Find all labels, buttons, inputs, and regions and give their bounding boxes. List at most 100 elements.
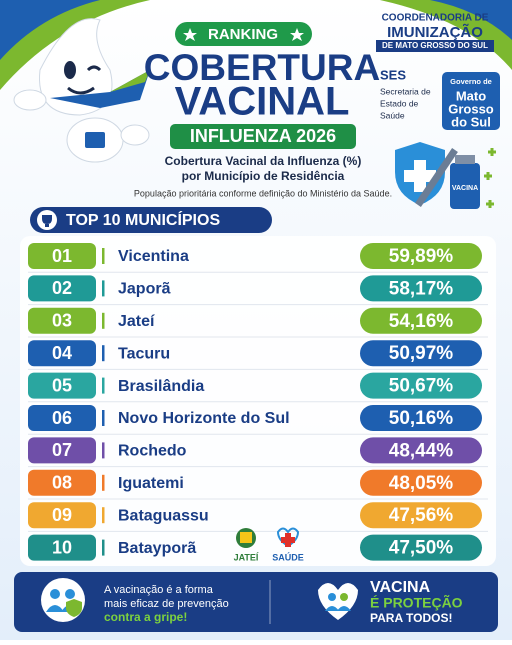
municipality: Iguatemi [118, 475, 184, 492]
rank: 01 [52, 246, 72, 266]
municipality: Brasilândia [118, 378, 204, 395]
gov-text: Grosso [448, 101, 494, 116]
vaccine-icons [395, 142, 496, 209]
row-accent [102, 507, 105, 524]
rank: 03 [52, 311, 72, 331]
heart-icon [318, 583, 358, 620]
rank-pill [28, 437, 96, 464]
footer-text: É PROTEÇÃO [370, 594, 463, 611]
coverage: 50,67% [389, 376, 454, 397]
coord-text: DE MATO GROSSO DO SUL [382, 41, 488, 50]
coord-text: IMUNIZAÇÃO [387, 23, 483, 41]
rank-pill [28, 372, 96, 399]
rank: 06 [52, 408, 72, 428]
rank-pill [28, 534, 96, 561]
ses-text: Estado de [380, 98, 419, 108]
gov-text: do Sul [451, 114, 491, 129]
value-pill [360, 405, 482, 431]
coverage: 48,44% [389, 440, 454, 461]
footer-text: mais eficaz de prevenção [104, 598, 229, 610]
footer-text: contra a gripe! [104, 610, 187, 624]
rank: 08 [52, 473, 72, 493]
municipality: Tacuru [118, 345, 170, 362]
row-accent [102, 410, 105, 426]
footer-text: PARA TODOS! [370, 611, 452, 625]
ranking-badge [175, 22, 312, 46]
saude-logo: SAÚDE [272, 551, 304, 562]
row-accent [102, 280, 105, 297]
row-accent [102, 442, 105, 459]
value-pill [360, 372, 482, 399]
coverage: 54,16% [389, 311, 454, 332]
municipality: Jateí [118, 313, 155, 330]
value-pill [360, 469, 482, 496]
note: População prioritária conforme definição… [134, 188, 392, 198]
rank-pill [28, 275, 96, 302]
corner-swoosh [0, 0, 100, 60]
coverage: 48,05% [389, 473, 454, 494]
corner-swoosh [380, 0, 512, 70]
value-pill [360, 275, 482, 302]
coverage: 59,89% [389, 246, 454, 267]
row-accent [102, 345, 105, 362]
gov-box [442, 72, 500, 130]
description: Cobertura Vacinal da Influenza (%) [165, 154, 362, 168]
badge-text: RANKING [208, 26, 278, 43]
people-shield-icon [41, 578, 85, 622]
value-pill [360, 243, 482, 269]
ses-text: Saúde [380, 110, 405, 120]
row-accent [102, 377, 105, 394]
coord-text: COORDENADORIA DE [382, 13, 489, 24]
coverage: 50,97% [389, 343, 454, 364]
rank: 10 [52, 537, 72, 557]
gov-text: Mato [456, 88, 486, 103]
rank: 09 [52, 505, 72, 525]
title: VACINAL [175, 80, 350, 124]
row-accent [102, 474, 105, 491]
coord-bar [376, 40, 494, 52]
table-title-badge [30, 207, 272, 233]
rank: 04 [52, 343, 72, 363]
rank-pill [28, 340, 96, 367]
partner-logos [236, 527, 300, 548]
municipality: Rochedo [118, 443, 187, 460]
rank-pill [28, 307, 96, 334]
municipality: Novo Horizonte do Sul [118, 410, 290, 427]
table-title: TOP 10 MUNICÍPIOS [66, 210, 220, 229]
rank: 07 [52, 440, 72, 460]
gov-text: Governo de [450, 77, 492, 86]
subtitle-badge [170, 124, 356, 149]
municipality: Bataguassu [118, 507, 209, 524]
rank-pill [28, 469, 96, 496]
coverage: 47,50% [389, 538, 454, 559]
coverage: 58,17% [389, 278, 454, 299]
coverage: 50,16% [389, 408, 454, 429]
row-accent [102, 312, 105, 329]
rank: 05 [52, 375, 72, 395]
rank-pill [28, 243, 96, 269]
star [183, 28, 197, 41]
rank-pill [28, 502, 96, 529]
footer-text: A vacinação é a forma [104, 584, 214, 596]
footer-band [14, 572, 498, 632]
ses-text: SES [380, 67, 406, 82]
trophy-icon [42, 215, 52, 227]
subtitle: INFLUENZA 2026 [190, 126, 336, 146]
rank: 02 [52, 278, 72, 298]
municipality: Batayporã [118, 540, 196, 557]
rank-pill [28, 405, 96, 431]
ses-text: Secretaria de [380, 86, 431, 96]
row-accent [102, 539, 105, 556]
coverage: 47,56% [389, 505, 454, 526]
value-pill [360, 340, 482, 367]
description: por Município de Residência [182, 169, 345, 183]
title: COBERTURA [144, 47, 380, 88]
value-pill [360, 502, 482, 529]
row-accent [102, 248, 105, 264]
mascot [13, 18, 150, 163]
municipality: Vicentina [118, 248, 189, 265]
value-pill [360, 307, 482, 334]
corner-swoosh [430, 0, 512, 40]
